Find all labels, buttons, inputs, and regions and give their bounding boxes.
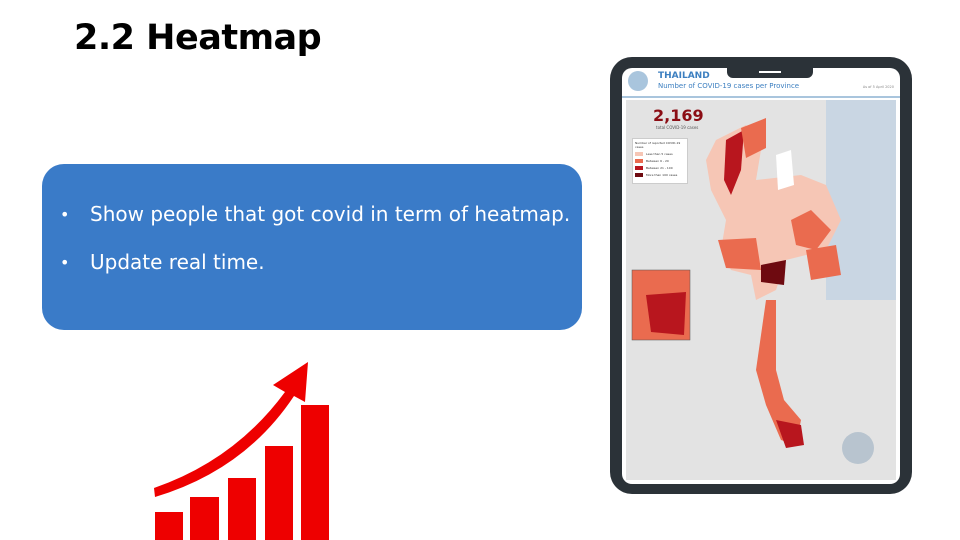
legend-title: Number of reported COVID-19 cases [635, 141, 681, 149]
province-region [776, 150, 794, 190]
tablet-notch [727, 68, 813, 78]
total-cases: 2,169 [653, 106, 704, 125]
growth-arrow-icon [154, 362, 308, 497]
province-region [741, 118, 766, 158]
map-subtitle: Number of COVID-19 cases per Province [658, 82, 800, 90]
legend-item: Between 21 - 100 [635, 166, 685, 170]
growth-bar [190, 497, 219, 540]
province-region [761, 260, 786, 285]
legend-item: More than 100 cases [635, 173, 685, 177]
province-region [791, 210, 831, 250]
total-cases-label: total COVID-19 cases [656, 125, 699, 130]
legend-item: Between 6 - 20 [635, 159, 685, 163]
map-shapes [631, 100, 896, 464]
bullet-dot-icon: • [60, 252, 70, 272]
map-legend: Number of reported COVID-19 cases Less t… [632, 138, 688, 184]
bullet-item: • Show people that got covid in term of h… [60, 202, 570, 226]
bullet-text: Show people that got covid in term of he… [90, 202, 571, 226]
province-region [718, 238, 761, 270]
growth-bar [265, 446, 293, 540]
growth-bar [301, 405, 329, 540]
map-title: THAILAND [658, 71, 710, 81]
legend-item: Less than 5 cases [635, 152, 685, 156]
growth-bar [155, 512, 183, 540]
slide-title: 2.2 Heatmap [74, 18, 322, 58]
province-region [776, 420, 804, 448]
bullet-box: • Show people that got covid in term of h… [42, 164, 582, 330]
province-region [806, 245, 841, 280]
bullet-text: Update real time. [90, 250, 265, 274]
thailand-heatmap: 2,169 total COVID-19 cases Number of rep… [626, 100, 896, 480]
growth-bar [228, 478, 256, 540]
province-region [646, 292, 686, 335]
bullet-item: • Update real time. [60, 250, 570, 274]
province-region [756, 300, 801, 445]
globe-icon [842, 432, 874, 464]
tablet-screen: THAILAND Number of COVID-19 cases per Pr… [622, 68, 900, 484]
map-date: As of 5 April 2020 [862, 85, 894, 89]
un-logo-icon [628, 71, 648, 91]
bullet-dot-icon: • [60, 204, 70, 224]
province-region [724, 130, 744, 195]
tablet-frame: THAILAND Number of COVID-19 cases per Pr… [610, 57, 912, 494]
map-header: THAILAND Number of COVID-19 cases per Pr… [622, 68, 900, 98]
